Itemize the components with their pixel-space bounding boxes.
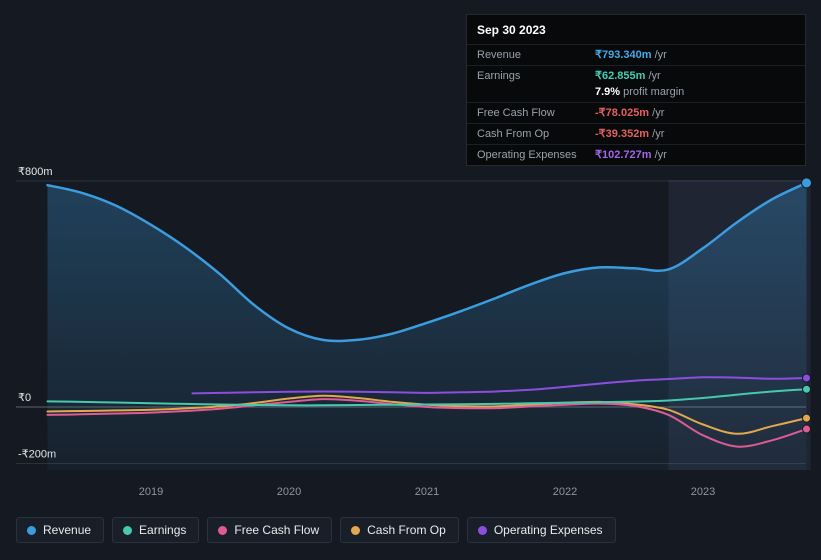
chart-tooltip: Sep 30 2023 Revenue ₹793.340m /yr Earnin… xyxy=(466,14,806,166)
series-line-free-cash-flow xyxy=(46,398,808,448)
cash-from-op-series-dot-icon xyxy=(351,525,361,535)
legend-label: Cash From Op xyxy=(367,523,446,537)
legend-item-free-cash-flow[interactable]: Free Cash Flow xyxy=(207,517,333,543)
x-axis-label: 2019 xyxy=(139,486,163,498)
x-axis-label: 2023 xyxy=(691,486,715,498)
tooltip-value: ₹793.340m /yr xyxy=(595,48,667,61)
tooltip-value: ₹62.855m /yr xyxy=(595,69,661,82)
tooltip-value-number: ₹793.340m xyxy=(595,49,652,61)
legend-item-cash-from-op[interactable]: Cash From Op xyxy=(340,517,459,543)
tooltip-row-free-cash-flow: Free Cash Flow -₹78.025m /yr xyxy=(467,102,805,123)
tooltip-label: Operating Expenses xyxy=(477,148,577,161)
tooltip-label: Earnings xyxy=(477,69,521,82)
tooltip-label: Free Cash Flow xyxy=(477,106,555,119)
tooltip-date: Sep 30 2023 xyxy=(477,23,546,37)
tooltip-value-number: -₹39.352m xyxy=(595,128,650,140)
series-endpoint-operating-expenses xyxy=(802,373,811,383)
tooltip-value-number: 7.9% xyxy=(595,86,621,98)
tooltip-value-number: ₹62.855m xyxy=(595,70,646,82)
series-endpoint-earnings xyxy=(802,384,811,394)
tooltip-value-number: ₹102.727m xyxy=(595,149,652,161)
legend-item-revenue[interactable]: Revenue xyxy=(16,517,105,543)
revenue-series-dot-icon xyxy=(27,525,36,535)
series-endpoint-revenue xyxy=(801,177,812,189)
y-axis-label: ₹0 xyxy=(18,392,31,404)
x-axis-label: 2022 xyxy=(553,486,577,498)
tooltip-label: Revenue xyxy=(477,48,522,61)
operating-expenses-series-dot-icon xyxy=(477,525,487,535)
legend-label: Earnings xyxy=(139,523,187,537)
tooltip-value-unit: /yr xyxy=(648,70,661,82)
free-cash-flow-series-dot-icon xyxy=(218,525,228,535)
legend-label: Operating Expenses xyxy=(493,523,603,537)
legend-item-earnings[interactable]: Earnings xyxy=(112,517,200,543)
y-axis-label: -₹200m xyxy=(18,449,56,461)
earnings-series-dot-icon xyxy=(123,525,133,535)
tooltip-label: Cash From Op xyxy=(477,127,550,140)
series-line-revenue xyxy=(46,181,808,343)
tooltip-row-cash-from-op: Cash From Op -₹39.352m /yr xyxy=(467,123,805,144)
tooltip-value-number: -₹78.025m xyxy=(595,107,650,119)
tooltip-value-unit: /yr xyxy=(654,49,667,61)
chart-legend: Revenue Earnings Free Cash Flow Cash Fro… xyxy=(16,517,616,543)
tooltip-row-revenue: Revenue ₹793.340m /yr xyxy=(467,44,805,65)
series-endpoint-cash-from-op xyxy=(802,413,811,423)
legend-label: Free Cash Flow xyxy=(234,523,320,537)
tooltip-row-profit-margin: 7.9% profit margin xyxy=(467,86,805,102)
series-line-operating-expenses xyxy=(191,376,808,395)
tooltip-value-unit: profit margin xyxy=(623,86,685,98)
tooltip-value: -₹39.352m /yr xyxy=(595,127,664,140)
tooltip-value-unit: /yr xyxy=(652,107,665,119)
series-line-earnings xyxy=(46,388,808,407)
tooltip-value: ₹102.727m /yr xyxy=(595,148,667,161)
tooltip-row-operating-expenses: Operating Expenses ₹102.727m /yr xyxy=(467,144,805,165)
series-endpoint-free-cash-flow xyxy=(802,424,811,434)
tooltip-value-unit: /yr xyxy=(652,128,665,140)
x-axis-label: 2021 xyxy=(415,486,439,498)
y-axis-label: ₹800m xyxy=(18,166,53,178)
x-axis-label: 2020 xyxy=(277,486,301,498)
tooltip-value-unit: /yr xyxy=(654,149,667,161)
tooltip-value: 7.9% profit margin xyxy=(595,86,684,98)
tooltip-row-earnings: Earnings ₹62.855m /yr xyxy=(467,65,805,86)
revenue-area-fill xyxy=(47,182,807,470)
legend-label: Revenue xyxy=(43,523,92,537)
legend-item-operating-expenses[interactable]: Operating Expenses xyxy=(466,517,616,543)
tooltip-value: -₹78.025m /yr xyxy=(595,106,664,119)
